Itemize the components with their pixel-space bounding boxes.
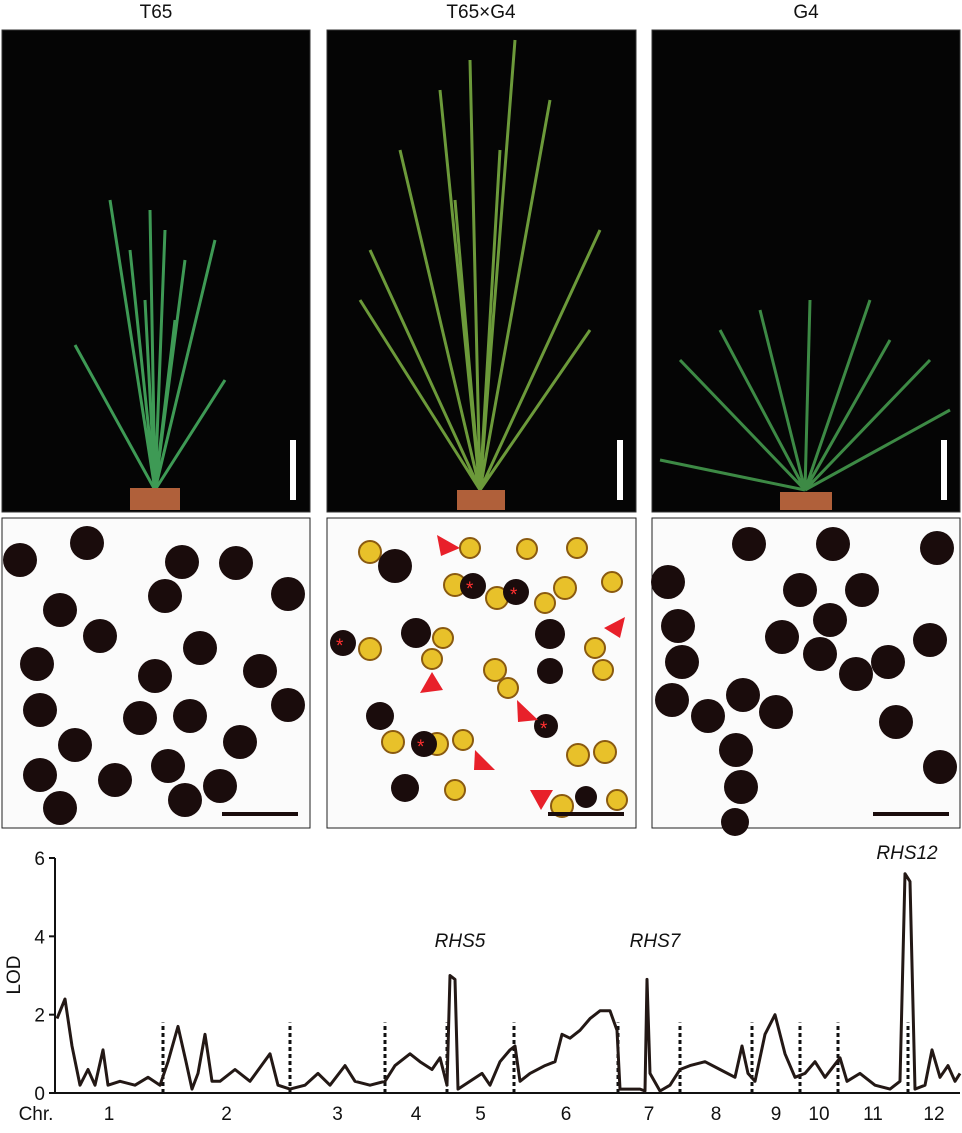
chromosome-label: 11 (863, 1104, 883, 1125)
chromosome-label: 1 (104, 1104, 115, 1125)
panel-title: T65×G4 (446, 2, 516, 23)
y-tick-label: 2 (34, 1006, 45, 1027)
y-axis-label: LOD (4, 955, 25, 994)
annotation: RHS7 (630, 931, 682, 952)
panel-title: T65 (140, 2, 173, 23)
chromosome-label: 2 (221, 1104, 232, 1125)
svg-text:*: * (417, 737, 425, 758)
chromosome-label: 3 (332, 1104, 343, 1125)
chromosome-label: 6 (561, 1104, 572, 1125)
pollen-photos: * * * * * (1, 517, 961, 836)
chromosome-label: 9 (771, 1104, 782, 1125)
lod-curve (55, 872, 962, 1093)
panel-title: G4 (793, 2, 819, 23)
svg-text:*: * (540, 719, 548, 740)
annotation: RHS12 (876, 843, 938, 864)
y-tick-label: 0 (34, 1084, 45, 1105)
y-tick-label: 6 (34, 849, 45, 870)
chromosome-label: 10 (808, 1104, 829, 1125)
annotation: RHS5 (435, 931, 486, 952)
chromosome-label: 4 (411, 1104, 422, 1125)
chromosome-label: 8 (711, 1104, 722, 1125)
chromosome-label: 7 (644, 1104, 655, 1125)
y-tick-label: 4 (34, 927, 45, 948)
x-axis-label: Chr. (19, 1104, 54, 1125)
plant-photos (1, 29, 961, 513)
chromosome-label: 5 (475, 1104, 486, 1125)
svg-text:*: * (510, 585, 518, 606)
svg-text:*: * (466, 579, 474, 600)
svg-text:*: * (336, 636, 344, 657)
chromosome-label: 12 (923, 1104, 944, 1125)
